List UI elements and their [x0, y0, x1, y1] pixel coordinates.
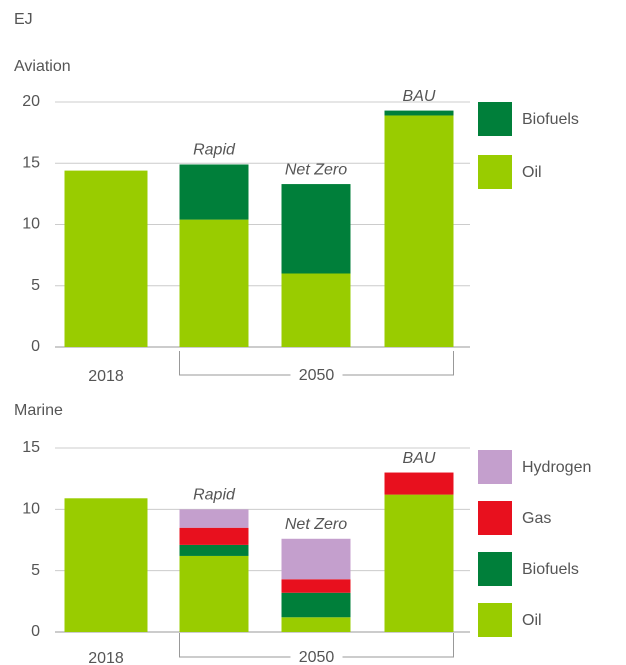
bar-segment: [64, 498, 148, 632]
y-tick-label: 20: [22, 93, 40, 110]
y-tick-label: 15: [22, 154, 40, 171]
bar-segment: [64, 170, 148, 347]
bar-segment: [384, 115, 454, 347]
bar-segment: [384, 472, 454, 495]
y-tick-label: 5: [31, 562, 40, 579]
scenario-label: Net Zero: [285, 161, 347, 178]
legend-label: Biofuels: [522, 111, 579, 128]
bar-segment: [179, 544, 249, 556]
y-tick-label: 15: [22, 439, 40, 456]
legend-swatch: [478, 450, 512, 484]
bar-segment: [384, 110, 454, 116]
y-tick-label: 10: [22, 216, 40, 233]
bar-segment: [179, 164, 249, 220]
legend-label: Hydrogen: [522, 459, 591, 476]
scenario-label: Net Zero: [285, 516, 347, 533]
scenario-label: Rapid: [193, 142, 236, 159]
y-tick-label: 5: [31, 277, 40, 294]
scenario-label: BAU: [403, 88, 436, 105]
group-label-bg: [290, 365, 343, 385]
legend-label: Oil: [522, 164, 542, 181]
bar-segment: [384, 494, 454, 632]
group-label: 2050: [299, 367, 335, 384]
bar-segment: [281, 184, 351, 274]
y-tick-label: 10: [22, 501, 40, 518]
bar-segment: [179, 527, 249, 545]
legend-label: Biofuels: [522, 561, 579, 578]
x-tick-label: 2018: [88, 650, 124, 665]
y-tick-label: 0: [31, 338, 40, 355]
chart-title: Aviation: [14, 58, 71, 75]
bar-segment: [179, 509, 249, 528]
bar-segment: [179, 219, 249, 347]
scenario-label: BAU: [403, 450, 436, 467]
legend-swatch: [478, 603, 512, 637]
legend-label: Oil: [522, 612, 542, 629]
bar-segment: [281, 592, 351, 618]
legend-swatch: [478, 552, 512, 586]
bar-segment: [281, 617, 351, 632]
bar-segment: [281, 273, 351, 347]
bar-segment: [179, 555, 249, 632]
bar-segment: [281, 579, 351, 593]
legend-swatch: [478, 501, 512, 535]
y-tick-label: 0: [31, 623, 40, 640]
x-tick-label: 2018: [88, 368, 124, 385]
unit-label: EJ: [14, 11, 33, 28]
group-label: 2050: [299, 649, 335, 665]
chart-title: Marine: [14, 402, 63, 419]
scenario-label: Rapid: [193, 487, 236, 504]
legend-label: Gas: [522, 510, 551, 527]
bar-segment: [281, 538, 351, 580]
legend-swatch: [478, 155, 512, 189]
legend-swatch: [478, 102, 512, 136]
group-label-bg: [290, 647, 343, 665]
